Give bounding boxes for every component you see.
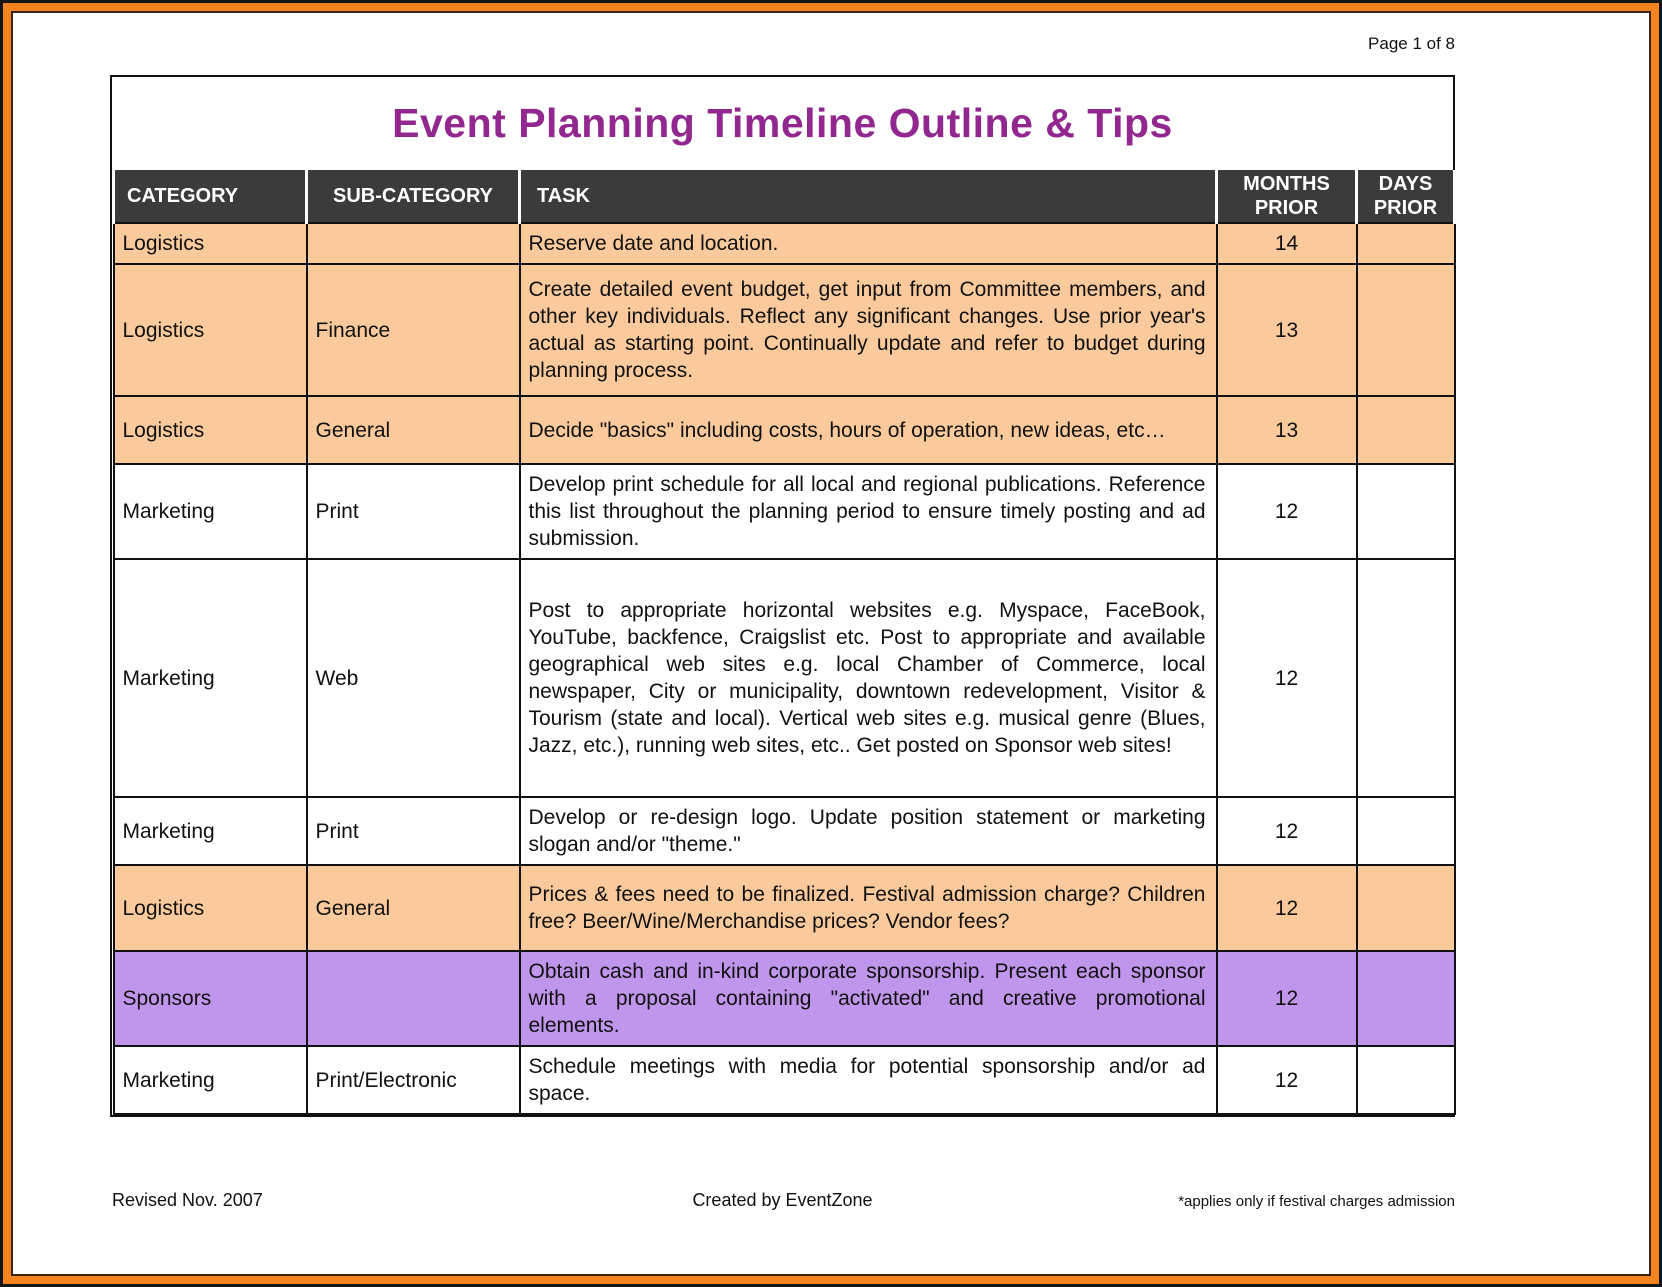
days-prior-cell — [1355, 222, 1456, 265]
table-row: Marketing Print Develop or re-design log… — [112, 796, 1456, 866]
table-row: Sponsors Obtain cash and in-kind corpora… — [112, 950, 1456, 1047]
task-cell: Develop or re-design logo. Update positi… — [518, 796, 1218, 866]
days-prior-cell — [1355, 796, 1456, 866]
months-prior-cell: 12 — [1215, 950, 1358, 1047]
sub-category-cell — [305, 222, 521, 265]
header-days-prior: DAYS PRIOR — [1355, 170, 1456, 223]
task-cell: Develop print schedule for all local and… — [518, 463, 1218, 560]
table-header-row: CATEGORY SUB-CATEGORY TASK MONTHS PRIOR … — [112, 170, 1456, 223]
footer-revised-date: Revised Nov. 2007 — [112, 1190, 263, 1210]
sub-category-cell: Finance — [305, 263, 521, 397]
task-cell: Reserve date and location. — [518, 222, 1218, 265]
page-title: Event Planning Timeline Outline & Tips — [392, 100, 1173, 146]
category-cell: Marketing — [112, 463, 308, 560]
months-prior-cell: 13 — [1215, 263, 1358, 397]
category-cell: Logistics — [112, 263, 308, 397]
days-prior-cell — [1355, 463, 1456, 560]
sub-category-cell — [305, 950, 521, 1047]
header-months-prior: MONTHS PRIOR — [1215, 170, 1358, 223]
sub-category-cell: Print — [305, 796, 521, 866]
table-row: Marketing Web Post to appropriate horizo… — [112, 558, 1456, 798]
table-row: Marketing Print/Electronic Schedule meet… — [112, 1045, 1456, 1115]
table-row: Logistics General Prices & fees need to … — [112, 864, 1456, 952]
footer-created-by: Created by EventZone — [692, 1190, 873, 1210]
task-cell: Post to appropriate horizontal websites … — [518, 558, 1218, 798]
table-row: Marketing Print Develop print schedule f… — [112, 463, 1456, 560]
months-prior-cell: 12 — [1215, 796, 1358, 866]
days-prior-cell — [1355, 558, 1456, 798]
category-cell: Marketing — [112, 1045, 308, 1115]
days-prior-cell — [1355, 263, 1456, 397]
months-prior-cell: 13 — [1215, 395, 1358, 465]
days-prior-cell — [1355, 950, 1456, 1047]
sub-category-cell: Print/Electronic — [305, 1045, 521, 1115]
months-prior-cell: 12 — [1215, 864, 1358, 952]
days-prior-cell — [1355, 395, 1456, 465]
footer-footnote: *applies only if festival charges admiss… — [1178, 1193, 1455, 1210]
page-number: Page 1 of 8 — [1368, 34, 1455, 53]
months-prior-cell: 14 — [1215, 222, 1358, 265]
category-cell: Logistics — [112, 395, 308, 465]
months-prior-cell: 12 — [1215, 463, 1358, 560]
table-body: Logistics Reserve date and location. 14 … — [112, 222, 1456, 1115]
months-prior-cell: 12 — [1215, 558, 1358, 798]
footer: Revised Nov. 2007 Created by EventZone *… — [110, 1190, 1455, 1216]
category-cell: Logistics — [112, 222, 308, 265]
header-category: CATEGORY — [112, 170, 308, 223]
sub-category-cell: Print — [305, 463, 521, 560]
sub-category-cell: Web — [305, 558, 521, 798]
task-cell: Decide "basics" including costs, hours o… — [518, 395, 1218, 465]
task-cell: Prices & fees need to be finalized. Fest… — [518, 864, 1218, 952]
task-cell: Create detailed event budget, get input … — [518, 263, 1218, 397]
sub-category-cell: General — [305, 864, 521, 952]
timeline-table-frame: Event Planning Timeline Outline & Tips C… — [110, 75, 1456, 1117]
table-row: Logistics Finance Create detailed event … — [112, 263, 1456, 397]
task-cell: Obtain cash and in-kind corporate sponso… — [518, 950, 1218, 1047]
days-prior-cell — [1355, 1045, 1456, 1115]
category-cell: Logistics — [112, 864, 308, 952]
table-row: Logistics Reserve date and location. 14 — [112, 222, 1456, 265]
category-cell: Sponsors — [112, 950, 308, 1047]
title-area: Event Planning Timeline Outline & Tips — [112, 77, 1453, 170]
header-sub-category: SUB-CATEGORY — [305, 170, 521, 223]
timeline-table: CATEGORY SUB-CATEGORY TASK MONTHS PRIOR … — [112, 170, 1456, 1115]
header-task: TASK — [518, 170, 1218, 223]
days-prior-cell — [1355, 864, 1456, 952]
sub-category-cell: General — [305, 395, 521, 465]
months-prior-cell: 12 — [1215, 1045, 1358, 1115]
table-row: Logistics General Decide "basics" includ… — [112, 395, 1456, 465]
category-cell: Marketing — [112, 558, 308, 798]
category-cell: Marketing — [112, 796, 308, 866]
task-cell: Schedule meetings with media for potenti… — [518, 1045, 1218, 1115]
